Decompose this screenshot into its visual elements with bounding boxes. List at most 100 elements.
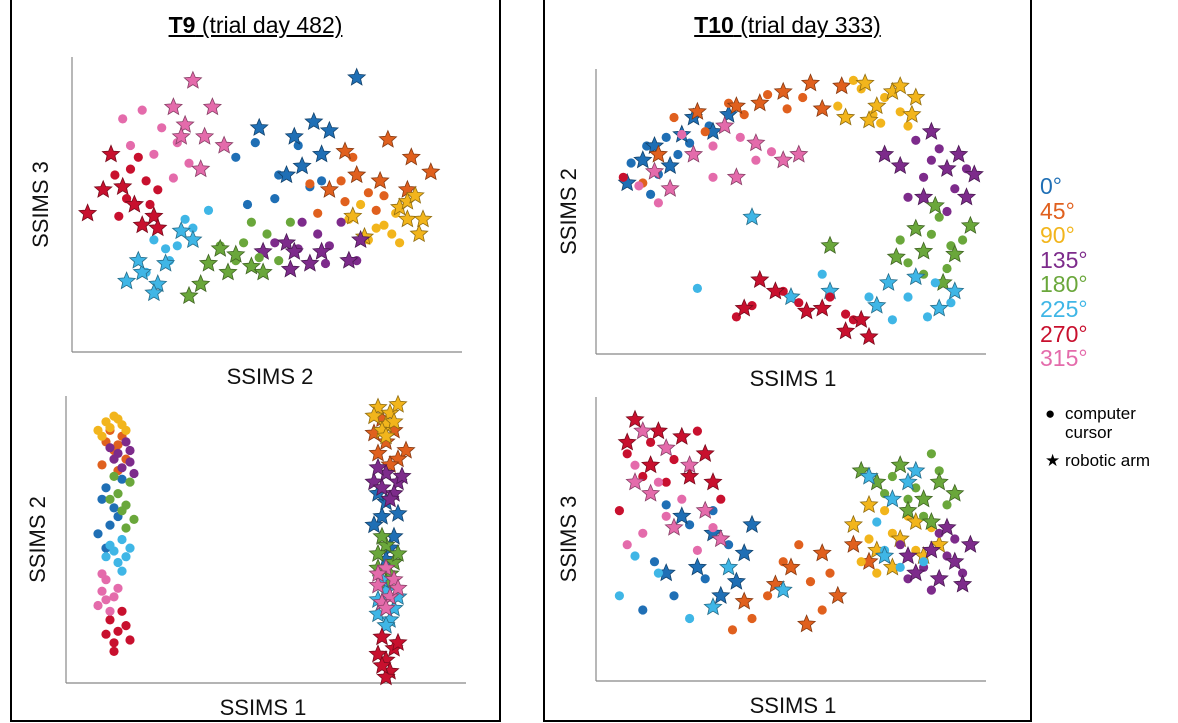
arm-point (937, 517, 957, 536)
cursor-point (942, 500, 952, 510)
arm-point (945, 244, 965, 263)
cursor-point (782, 104, 792, 114)
cursor-point (101, 552, 111, 562)
cursor-point (911, 135, 921, 145)
arm-point (372, 526, 392, 545)
cursor-point (109, 646, 119, 657)
cursor-point (794, 540, 804, 550)
arm-point (828, 585, 848, 604)
legend: 0° 45° 90° 135° 180° 225° 270° 315° (1040, 174, 1088, 371)
arm-point (715, 115, 735, 135)
arm-point (953, 574, 973, 593)
arm-point (625, 409, 645, 428)
arm-point (370, 170, 390, 190)
arm-point (312, 144, 332, 163)
arm-point (906, 87, 926, 106)
cursor-point (117, 474, 127, 484)
cursor-point (356, 199, 366, 210)
cursor-point (317, 176, 327, 186)
cursor-point (880, 506, 890, 516)
arm-point (396, 440, 416, 459)
cursor-point (630, 551, 640, 561)
legend-entry-90: 90° (1040, 222, 1075, 249)
arm-point (949, 144, 969, 163)
arm-point (409, 223, 429, 243)
cursor-point (950, 184, 960, 194)
arm-point (773, 81, 793, 100)
cursor-point (117, 534, 127, 545)
arm-point (144, 282, 164, 302)
arm-point (284, 241, 304, 260)
arm-point (898, 472, 918, 491)
arm-point (843, 514, 863, 533)
cursor-point (626, 158, 636, 168)
arm-point (388, 578, 408, 597)
arm-point (680, 455, 700, 474)
arm-point (875, 545, 895, 565)
cursor-point (751, 155, 761, 165)
cursor-point (934, 212, 944, 222)
cursor-point (270, 194, 280, 204)
cursor-point (395, 238, 405, 248)
cursor-point (903, 192, 913, 202)
cursor-point (105, 615, 115, 625)
arm-point (368, 563, 388, 583)
cursor-point (708, 523, 718, 533)
arm-point (929, 298, 949, 317)
cursor-point (700, 127, 710, 137)
arm-point (812, 298, 832, 317)
arm-point (750, 269, 770, 289)
cursor-point (97, 586, 107, 596)
cursor-point (880, 92, 890, 103)
cursor-point (864, 534, 874, 544)
cursor-point (105, 494, 115, 504)
arm-point (660, 178, 680, 197)
arm-point (280, 259, 300, 278)
cursor-point (919, 557, 929, 567)
cursor-point (121, 425, 131, 435)
arm-point (633, 421, 653, 440)
arm-point (368, 457, 388, 476)
cursor-point (101, 595, 111, 605)
arm-point (832, 76, 852, 95)
arm-point (641, 455, 661, 474)
cursor-point (97, 494, 107, 504)
cursor-point (911, 483, 921, 493)
cursor-point (946, 241, 956, 251)
arm-point (851, 309, 871, 328)
cursor-point (125, 457, 135, 467)
cursor-point (109, 471, 119, 481)
arm-point (781, 557, 801, 576)
arm-point (921, 540, 941, 559)
cursor-point (805, 577, 816, 587)
cursor-point (895, 562, 905, 573)
cursor-point (285, 217, 295, 227)
arm-point (368, 543, 388, 562)
cursor-point (320, 258, 331, 269)
cursor-point (109, 454, 119, 464)
cursor-point (766, 147, 777, 157)
arm-point (372, 655, 392, 674)
arm-point (171, 126, 191, 145)
arm-point (875, 144, 895, 163)
cursor-point (926, 449, 937, 459)
arm-point (734, 543, 754, 562)
cursor-point (113, 583, 123, 593)
cursor-point (109, 592, 119, 602)
arm-point (800, 73, 821, 92)
cursor-point (172, 241, 182, 251)
arm-point (660, 155, 680, 175)
arm-point (312, 241, 332, 260)
arm-point (372, 477, 392, 496)
cursor-point (184, 158, 194, 168)
panel-title-rest: (trial day 482) (195, 12, 343, 38)
cursor-point (109, 638, 119, 648)
cursor-point (125, 635, 135, 645)
marker-label-arm: robotic arm (1065, 451, 1151, 470)
cursor-point (649, 557, 660, 567)
cursor-point (117, 506, 127, 516)
cursor-point (121, 621, 131, 631)
arm-point (171, 221, 191, 240)
arm-point (343, 206, 363, 225)
arm-point (183, 70, 203, 89)
